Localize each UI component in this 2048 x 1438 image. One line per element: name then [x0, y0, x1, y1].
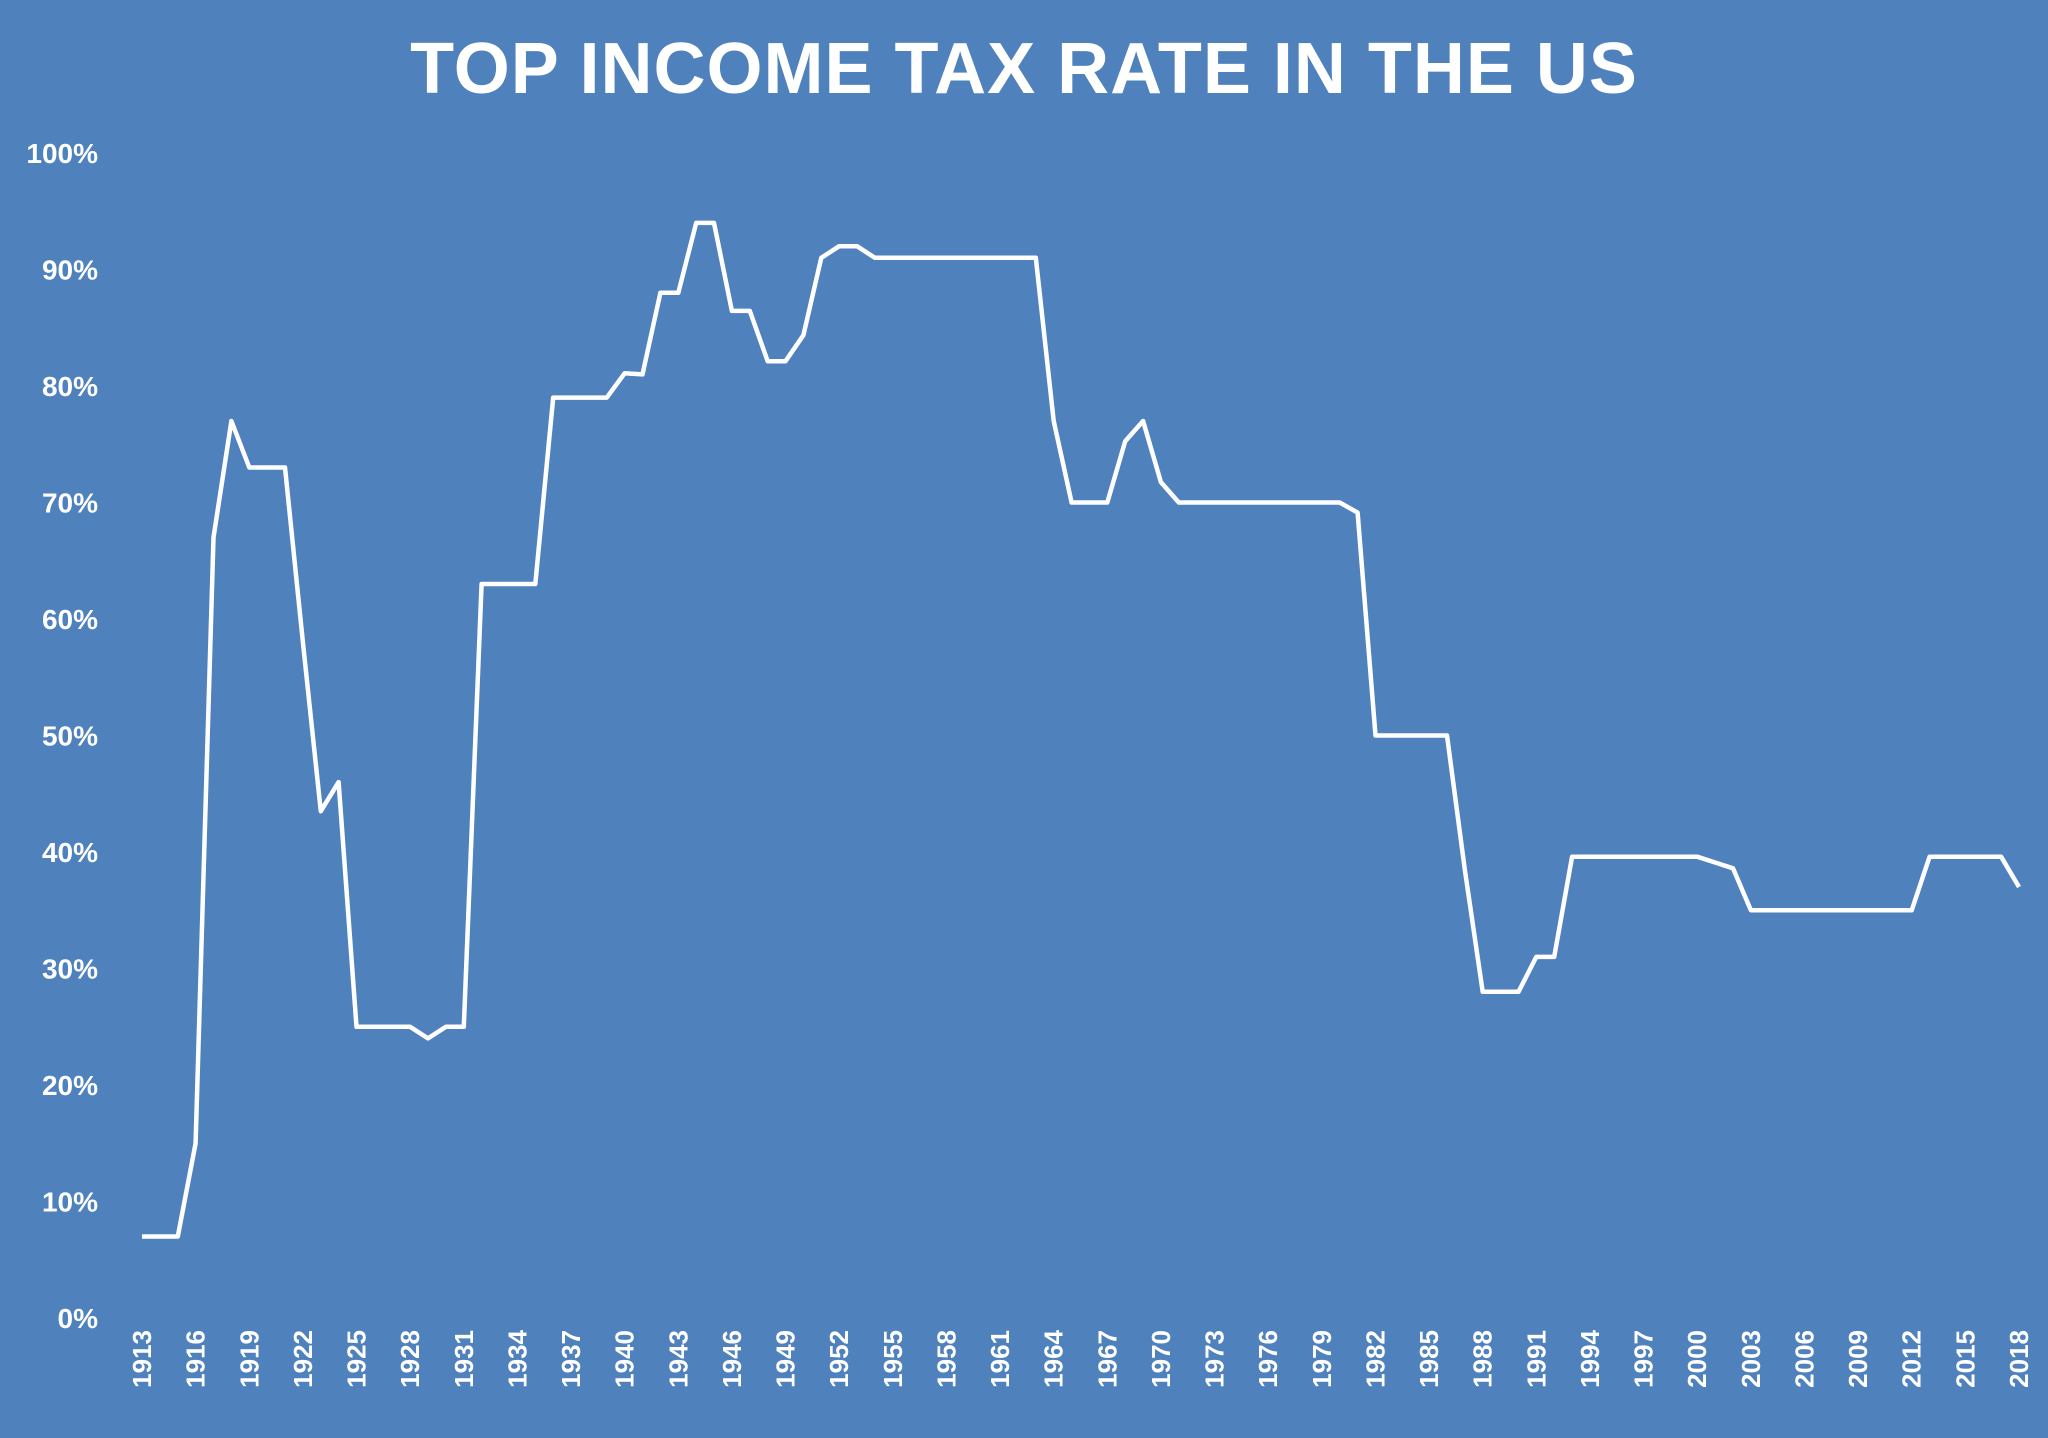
y-tick-label: 100% [26, 138, 98, 169]
x-tick-label: 1976 [1253, 1330, 1283, 1388]
y-tick-label: 10% [42, 1187, 98, 1218]
x-tick-label: 1964 [1039, 1329, 1069, 1387]
y-tick-label: 50% [42, 721, 98, 752]
x-tick-label: 1946 [717, 1330, 747, 1388]
y-tick-label: 40% [42, 837, 98, 868]
chart-title: TOP INCOME TAX RATE IN THE US [410, 29, 1638, 109]
x-tick-label: 1931 [449, 1330, 479, 1388]
y-tick-label: 20% [42, 1070, 98, 1101]
x-tick-label: 1937 [556, 1330, 586, 1388]
x-tick-label: 1922 [288, 1330, 318, 1388]
series-group [142, 220, 2021, 1239]
x-tick-label: 2003 [1736, 1330, 1766, 1388]
series-line [142, 220, 2021, 1239]
y-tick-label: 60% [42, 604, 98, 635]
x-tick-label: 1961 [985, 1330, 1015, 1388]
drop-lines [141, 222, 2020, 1318]
x-tick-label: 1955 [878, 1330, 908, 1388]
x-tick-label: 1913 [127, 1330, 157, 1388]
x-tick-label: 1985 [1414, 1330, 1444, 1388]
y-axis: 0% 10% 20% 30% 40% 50% 60% 70% 80% 90% 100% [26, 138, 98, 1334]
x-axis: 1913 1916 1919 1922 1925 1928 1931 1934 1937 1940… [127, 1329, 2034, 1387]
x-tick-label: 1916 [181, 1330, 211, 1388]
x-tick-label: 1967 [1092, 1330, 1122, 1388]
y-tick-label: 0% [58, 1303, 99, 1334]
x-tick-label: 1982 [1360, 1330, 1390, 1388]
x-tick-label: 2000 [1682, 1330, 1712, 1388]
x-tick-label: 1952 [824, 1330, 854, 1388]
x-tick-label: 2006 [1789, 1330, 1819, 1388]
x-tick-label: 1997 [1629, 1330, 1659, 1388]
x-tick-label: 1934 [502, 1329, 532, 1387]
x-tick-label: 1973 [1200, 1330, 1230, 1388]
x-tick-label: 1994 [1575, 1329, 1605, 1387]
x-tick-label: 1928 [395, 1330, 425, 1388]
y-tick-label: 70% [42, 488, 98, 519]
x-tick-label: 2009 [1843, 1330, 1873, 1388]
x-tick-label: 1988 [1468, 1330, 1498, 1388]
x-tick-label: 2015 [1950, 1330, 1980, 1388]
x-tick-label: 1991 [1521, 1330, 1551, 1388]
y-tick-label: 80% [42, 371, 98, 402]
x-tick-label: 1940 [610, 1330, 640, 1388]
x-tick-label: 2012 [1897, 1330, 1927, 1388]
y-tick-label: 30% [42, 954, 98, 985]
x-tick-label: 1949 [771, 1330, 801, 1388]
x-tick-label: 1958 [931, 1330, 961, 1388]
x-tick-label: 1970 [1146, 1330, 1176, 1388]
x-tick-label: 1919 [234, 1330, 264, 1388]
x-tick-label: 1979 [1307, 1330, 1337, 1388]
x-tick-label: 2018 [2004, 1330, 2034, 1388]
y-tick-label: 90% [42, 255, 98, 286]
x-tick-label: 1943 [663, 1330, 693, 1388]
x-tick-label: 1925 [342, 1330, 372, 1388]
